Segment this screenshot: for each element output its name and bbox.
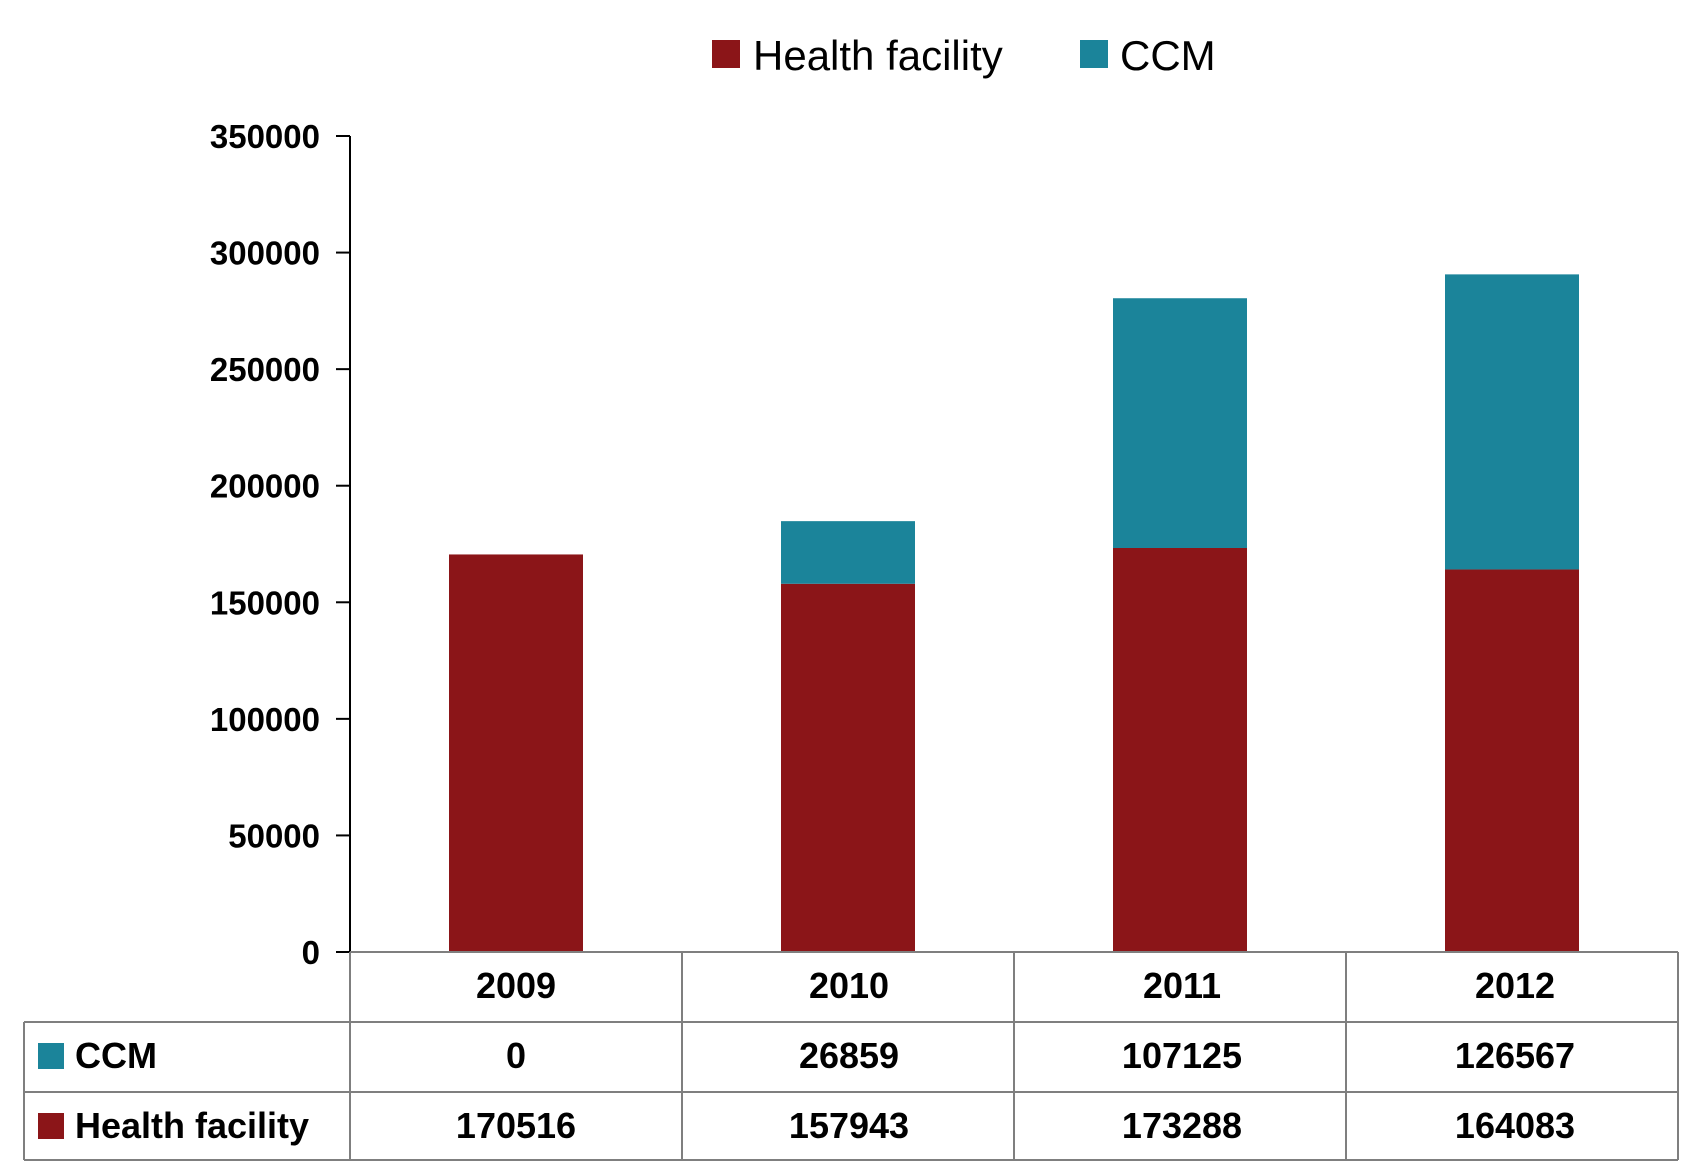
data-table-grid xyxy=(23,951,1679,1161)
data-table-row-health-facility: Health facility 170516 157943 173288 164… xyxy=(38,1105,1575,1146)
table-row-label-health-facility: Health facility xyxy=(75,1105,309,1146)
category-label-2011: 2011 xyxy=(1143,965,1221,1006)
bars xyxy=(449,274,1579,952)
table-swatch-ccm xyxy=(38,1043,64,1069)
legend-label-health-facility: Health facility xyxy=(753,32,1003,79)
y-axis: 0 50000 100000 150000 200000 250000 300000 3500… xyxy=(210,118,351,971)
bar-health-facility-2009 xyxy=(449,554,583,952)
data-table: 2009 2010 2011 2012 CCM 0 26859 107125 1… xyxy=(23,951,1679,1161)
y-tick-label: 100000 xyxy=(210,701,320,738)
table-cell-health-facility-2009: 170516 xyxy=(456,1105,576,1146)
category-label-2010: 2010 xyxy=(809,965,889,1006)
legend-item-health-facility: Health facility xyxy=(712,32,1003,79)
category-label-2012: 2012 xyxy=(1475,965,1555,1006)
y-tick-label: 250000 xyxy=(210,351,320,388)
bar-health-facility-2011 xyxy=(1113,547,1247,952)
table-cell-ccm-2011: 107125 xyxy=(1122,1035,1242,1076)
category-label-2009: 2009 xyxy=(476,965,556,1006)
table-cell-ccm-2012: 126567 xyxy=(1455,1035,1575,1076)
bar-health-facility-2012 xyxy=(1445,569,1579,952)
y-tick-label: 350000 xyxy=(210,118,320,155)
bar-ccm-2010 xyxy=(781,521,915,584)
y-tick-label: 150000 xyxy=(210,584,320,621)
table-cell-ccm-2010: 26859 xyxy=(799,1035,899,1076)
table-cell-health-facility-2011: 173288 xyxy=(1122,1105,1242,1146)
y-tick-label: 50000 xyxy=(228,817,320,854)
table-cell-ccm-2009: 0 xyxy=(506,1035,526,1076)
y-tick-label: 0 xyxy=(302,934,320,971)
legend-item-ccm: CCM xyxy=(1080,32,1216,79)
bar-ccm-2012 xyxy=(1445,274,1579,570)
y-tick-label: 300000 xyxy=(210,235,320,272)
legend-swatch-ccm xyxy=(1080,40,1108,68)
table-row-label-ccm: CCM xyxy=(75,1035,157,1076)
table-cell-health-facility-2010: 157943 xyxy=(789,1105,909,1146)
legend: Health facility CCM xyxy=(712,32,1216,79)
bar-health-facility-2010 xyxy=(781,583,915,952)
table-cell-health-facility-2012: 164083 xyxy=(1455,1105,1575,1146)
bar-ccm-2011 xyxy=(1113,298,1247,548)
data-table-header-row: 2009 2010 2011 2012 xyxy=(476,965,1555,1006)
legend-label-ccm: CCM xyxy=(1120,32,1216,79)
legend-swatch-health-facility xyxy=(712,40,740,68)
table-swatch-health-facility xyxy=(38,1113,64,1139)
data-table-row-ccm: CCM 0 26859 107125 126567 xyxy=(38,1035,1575,1076)
y-tick-label: 200000 xyxy=(210,468,320,505)
